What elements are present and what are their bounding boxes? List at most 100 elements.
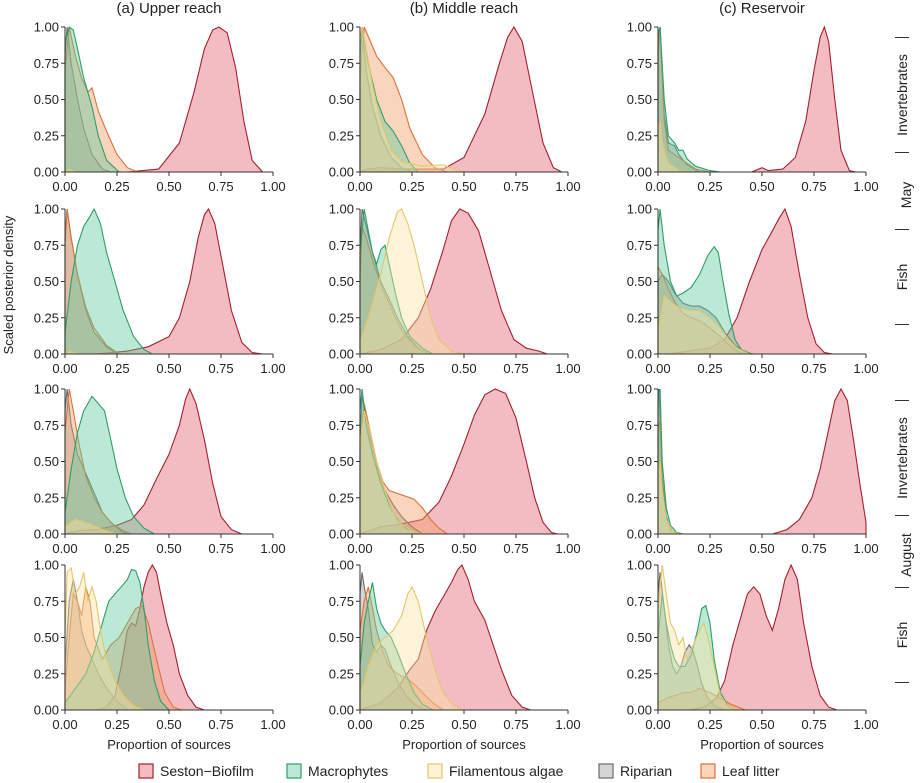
- y-tick-label: 0.75: [34, 238, 59, 253]
- x-tick-label: 0.75: [503, 541, 528, 556]
- panel-r3-c0: 0.00 0.25 0.50 0.75 1.00 0.00 0.25 0.50 0.75 1.00…: [34, 558, 286, 753]
- x-tick-label: 0.50: [156, 717, 181, 732]
- density-seston: [96, 563, 205, 711]
- y-tick-label: 0.25: [627, 490, 652, 505]
- x-tick-label: 0.00: [645, 717, 670, 732]
- y-tick-label: 1.00: [627, 558, 652, 573]
- x-tick-label: 0.50: [451, 179, 476, 194]
- density-leaf: [64, 388, 132, 535]
- density-seston: [359, 564, 531, 711]
- y-tick-label: 0.25: [34, 666, 59, 681]
- panel-r1-c1: 0.00 0.25 0.50 0.75 1.00 0.00 0.25 0.50 0.75 1.00: [329, 202, 581, 377]
- y-tick-label: 1.00: [329, 558, 354, 573]
- column-title-1: (b) Middle reach: [410, 0, 518, 17]
- y-tick-label: 0.75: [34, 594, 59, 609]
- legend-swatch-seston: [138, 763, 154, 779]
- y-tick-label: 0.75: [329, 418, 354, 433]
- y-tick-label: 1.00: [627, 382, 652, 397]
- x-axis-label: Proportion of sources: [402, 737, 526, 752]
- x-tick-label: 0.00: [347, 541, 372, 556]
- y-tick-label: 0.25: [627, 310, 652, 325]
- x-tick-label: 1.00: [853, 179, 878, 194]
- x-tick-label: 0.25: [399, 179, 424, 194]
- y-tick-label: 0.50: [34, 454, 59, 469]
- density-algae: [64, 566, 145, 711]
- x-axis-label: Proportion of sources: [700, 737, 824, 752]
- x-tick-label: 1.00: [260, 717, 285, 732]
- density-seston: [772, 387, 867, 535]
- x-tick-label: 0.50: [156, 361, 181, 376]
- y-tick-label: 0.75: [329, 594, 354, 609]
- legend: Seston−Biofilm Macrophytes Filamentous alg…: [138, 763, 780, 779]
- x-tick-label: 0.50: [451, 717, 476, 732]
- y-tick-label: 0.25: [627, 128, 652, 143]
- x-tick-label: 0.25: [697, 541, 722, 556]
- density-leaf: [64, 586, 182, 711]
- x-tick-label: 0.75: [208, 717, 233, 732]
- y-tick-label: 0.00: [34, 703, 59, 718]
- y-tick-label: 0.50: [329, 274, 354, 289]
- density-leaf: [359, 586, 445, 711]
- facet-strips: Invertebrates Fish Invertebrates Fish May Aug…: [894, 37, 914, 683]
- x-tick-label: 0.75: [801, 361, 826, 376]
- panel-r0-c0: 0.00 0.25 0.50 0.75 1.00 0.00 0.25 0.50 0.75 1.00: [34, 20, 286, 195]
- y-tick-label: 0.50: [329, 92, 354, 107]
- y-axis-label: Scaled posterior density: [1, 215, 16, 354]
- x-tick-label: 0.25: [697, 717, 722, 732]
- y-tick-label: 0.00: [627, 703, 652, 718]
- density-algae: [359, 26, 465, 173]
- density-algae: [359, 208, 465, 355]
- density-macro: [64, 395, 157, 535]
- density-macro: [359, 208, 435, 355]
- panel-r1-c2: 0.00 0.25 0.50 0.75 1.00 0.00 0.25 0.50 0.75 1.00: [627, 202, 879, 377]
- legend-label-leaf: Leaf litter: [722, 763, 780, 779]
- density-leaf: [64, 208, 121, 355]
- panel-grid: 0.00 0.25 0.50 0.75 1.00 0.00 0.25 0.50 0.75 1.00…: [34, 20, 879, 753]
- density-seston: [689, 563, 838, 711]
- y-tick-label: 1.00: [34, 558, 59, 573]
- y-tick-label: 0.00: [329, 347, 354, 362]
- x-tick-label: 0.25: [104, 361, 129, 376]
- x-tick-label: 0.75: [208, 179, 233, 194]
- y-tick-label: 0.25: [34, 490, 59, 505]
- strip-label-row-0: Invertebrates: [894, 54, 910, 136]
- x-tick-label: 1.00: [260, 179, 285, 194]
- x-tick-label: 0.75: [801, 717, 826, 732]
- x-tick-label: 0.50: [749, 541, 774, 556]
- density-riparian: [359, 396, 425, 535]
- y-tick-label: 0.50: [627, 630, 652, 645]
- legend-label-macro: Macrophytes: [308, 763, 388, 779]
- density-leaf: [657, 26, 711, 173]
- density-macro: [64, 568, 171, 711]
- x-tick-label: 0.75: [208, 541, 233, 556]
- legend-label-algae: Filamentous algae: [449, 763, 564, 779]
- y-tick-label: 0.25: [34, 310, 59, 325]
- strip-label-row-2: Invertebrates: [894, 417, 910, 499]
- panel-r2-c0: 0.00 0.25 0.50 0.75 1.00 0.00 0.25 0.50 0.75 1.00: [34, 382, 286, 557]
- y-tick-label: 0.75: [627, 56, 652, 71]
- y-tick-label: 0.25: [627, 666, 652, 681]
- x-tick-label: 0.50: [451, 541, 476, 556]
- y-tick-label: 0.75: [627, 594, 652, 609]
- panel-r3-c2: 0.00 0.25 0.50 0.75 1.00 0.00 0.25 0.50 0.75 1.00…: [627, 558, 879, 753]
- density-leaf: [359, 26, 448, 173]
- x-tick-label: 0.00: [52, 179, 77, 194]
- y-tick-label: 0.75: [34, 418, 59, 433]
- y-tick-label: 0.00: [329, 165, 354, 180]
- legend-label-riparian: Riparian: [620, 763, 672, 779]
- x-tick-label: 0.50: [156, 179, 181, 194]
- x-tick-label: 0.00: [347, 717, 372, 732]
- x-tick-label: 0.75: [801, 179, 826, 194]
- x-tick-label: 0.25: [399, 541, 424, 556]
- strip-label-row-1: Fish: [894, 264, 910, 290]
- x-tick-label: 1.00: [555, 179, 580, 194]
- density-leaf: [359, 403, 450, 535]
- x-tick-label: 1.00: [260, 541, 285, 556]
- panel-r0-c1: 0.00 0.25 0.50 0.75 1.00 0.00 0.25 0.50 0.75 1.00: [329, 20, 581, 195]
- density-seston: [751, 25, 856, 173]
- y-tick-label: 0.50: [34, 92, 59, 107]
- column-titles: (a) Upper reach (b) Middle reach (c) Reser…: [116, 0, 804, 17]
- y-tick-label: 0.50: [329, 454, 354, 469]
- x-tick-label: 1.00: [555, 361, 580, 376]
